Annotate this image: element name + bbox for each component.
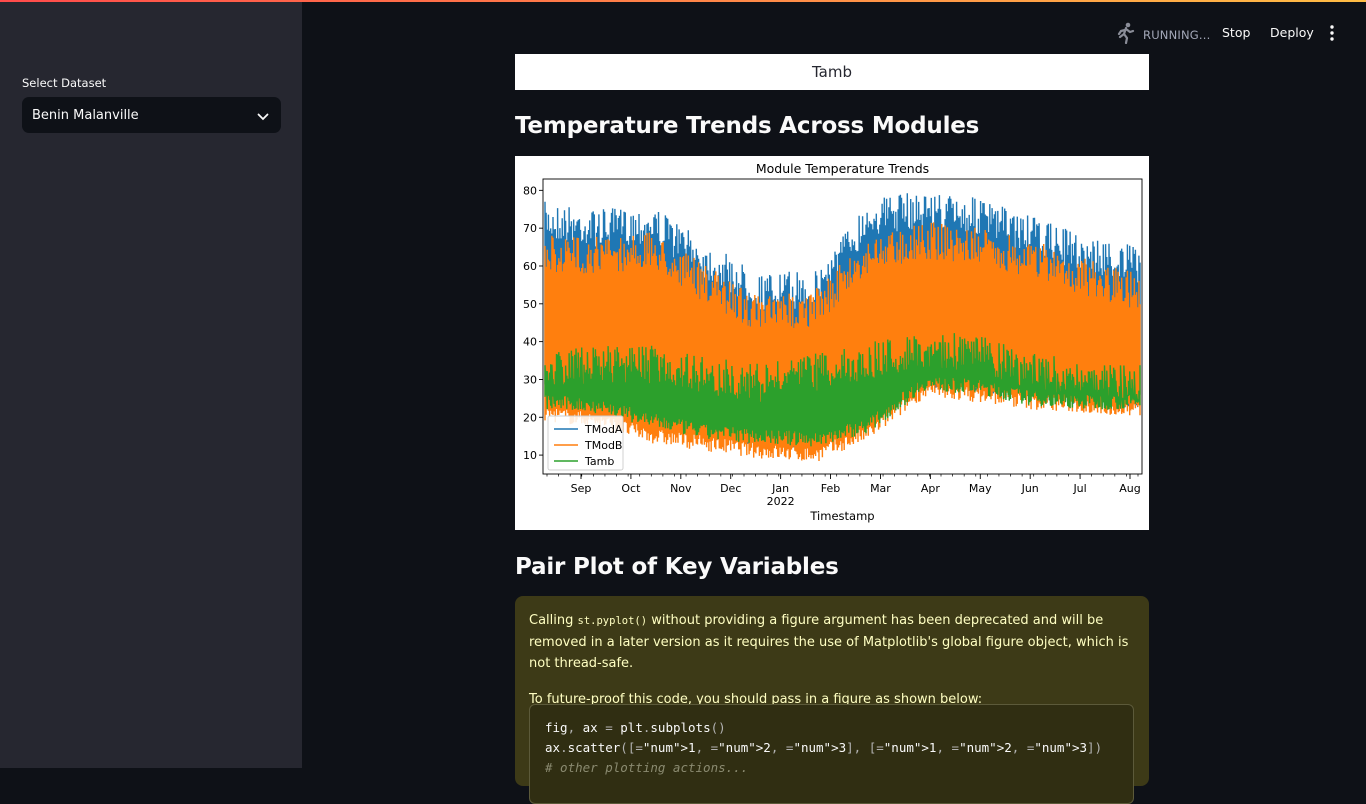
temperature-chart: Module Temperature Trends 10 20 30 40 50 60 70 8…	[515, 156, 1149, 530]
section-title-pair-plot: Pair Plot of Key Variables	[515, 554, 839, 580]
x-tick-label: Feb	[821, 482, 840, 495]
app-header: RUNNING... Stop Deploy	[302, 2, 1366, 60]
y-tick-label: 10	[523, 449, 537, 462]
x-axis-label: Timestamp	[809, 509, 874, 523]
y-tick-label: 80	[523, 184, 537, 197]
chart-svg: Module Temperature Trends 10 20 30 40 50 60 70 8…	[523, 161, 1143, 523]
plot-frame	[542, 178, 1143, 475]
series-tamb-line	[544, 333, 1141, 447]
dataset-select[interactable]: Benin Malanville	[22, 97, 281, 133]
y-tick-label: 20	[523, 411, 537, 424]
top-progress-line	[0, 0, 1366, 2]
x-tick-label: Nov	[670, 482, 692, 495]
y-tick-label: 60	[523, 260, 537, 273]
code-line-1: fig, ax = plt.subplots()	[545, 720, 726, 735]
x-tick-label: Oct	[621, 482, 641, 495]
x-tick-label: Jul	[1072, 482, 1086, 495]
deploy-button[interactable]: Deploy	[1270, 25, 1314, 40]
y-tick-label: 70	[523, 222, 537, 235]
dataset-select-label: Select Dataset	[22, 76, 107, 90]
section-title-temperature-trends: Temperature Trends Across Modules	[515, 113, 980, 139]
code-line-3: # other plotting actions...	[545, 760, 749, 775]
table-cell: Tamb	[515, 54, 1149, 90]
warning-text: without providing a figure argument has …	[529, 613, 1129, 671]
legend-label-tmodb: TModB	[584, 439, 622, 452]
sidebar: Select Dataset Benin Malanville	[0, 0, 302, 768]
legend-label-tmoda: TModA	[584, 423, 623, 436]
main-menu-button[interactable]	[1326, 23, 1338, 43]
warning-text: Calling	[529, 613, 578, 628]
code-block: fig, ax = plt.subplots() ax.scatter([="n…	[529, 704, 1134, 804]
x-tick-label: Sep	[571, 482, 592, 495]
x-year-label: 2022	[767, 495, 795, 508]
chevron-down-icon	[257, 106, 269, 125]
x-tick-label: May	[969, 482, 992, 495]
x-tick-label: Mar	[870, 482, 891, 495]
stop-button[interactable]: Stop	[1222, 25, 1251, 40]
inline-code: st.pyplot()	[577, 615, 648, 627]
dataset-select-value: Benin Malanville	[32, 107, 139, 123]
x-tick-label: Jan	[771, 482, 789, 495]
x-tick-label: Aug	[1119, 482, 1140, 495]
kebab-menu-icon	[1330, 25, 1334, 41]
y-tick-label: 50	[523, 298, 537, 311]
running-status-text: RUNNING...	[1143, 28, 1211, 42]
chart-title: Module Temperature Trends	[756, 161, 929, 176]
y-tick-label: 40	[523, 336, 537, 349]
warning-paragraph-2: To future-proof this code, you should pa…	[529, 692, 983, 707]
x-tick-label: Apr	[921, 482, 941, 495]
x-tick-label: Dec	[720, 482, 741, 495]
running-status: RUNNING...	[1117, 22, 1211, 48]
deprecation-warning: Calling st.pyplot() without providing a …	[515, 596, 1149, 804]
code-line-2: ax.scatter([="num">1, ="num">2, ="num">3…	[545, 740, 1103, 755]
y-tick-label: 30	[523, 373, 537, 386]
warning-paragraph-1: Calling st.pyplot() without providing a …	[529, 610, 1135, 674]
legend-label-tamb: Tamb	[584, 455, 614, 468]
x-tick-label: Jun	[1021, 482, 1039, 495]
running-man-icon	[1117, 22, 1135, 48]
